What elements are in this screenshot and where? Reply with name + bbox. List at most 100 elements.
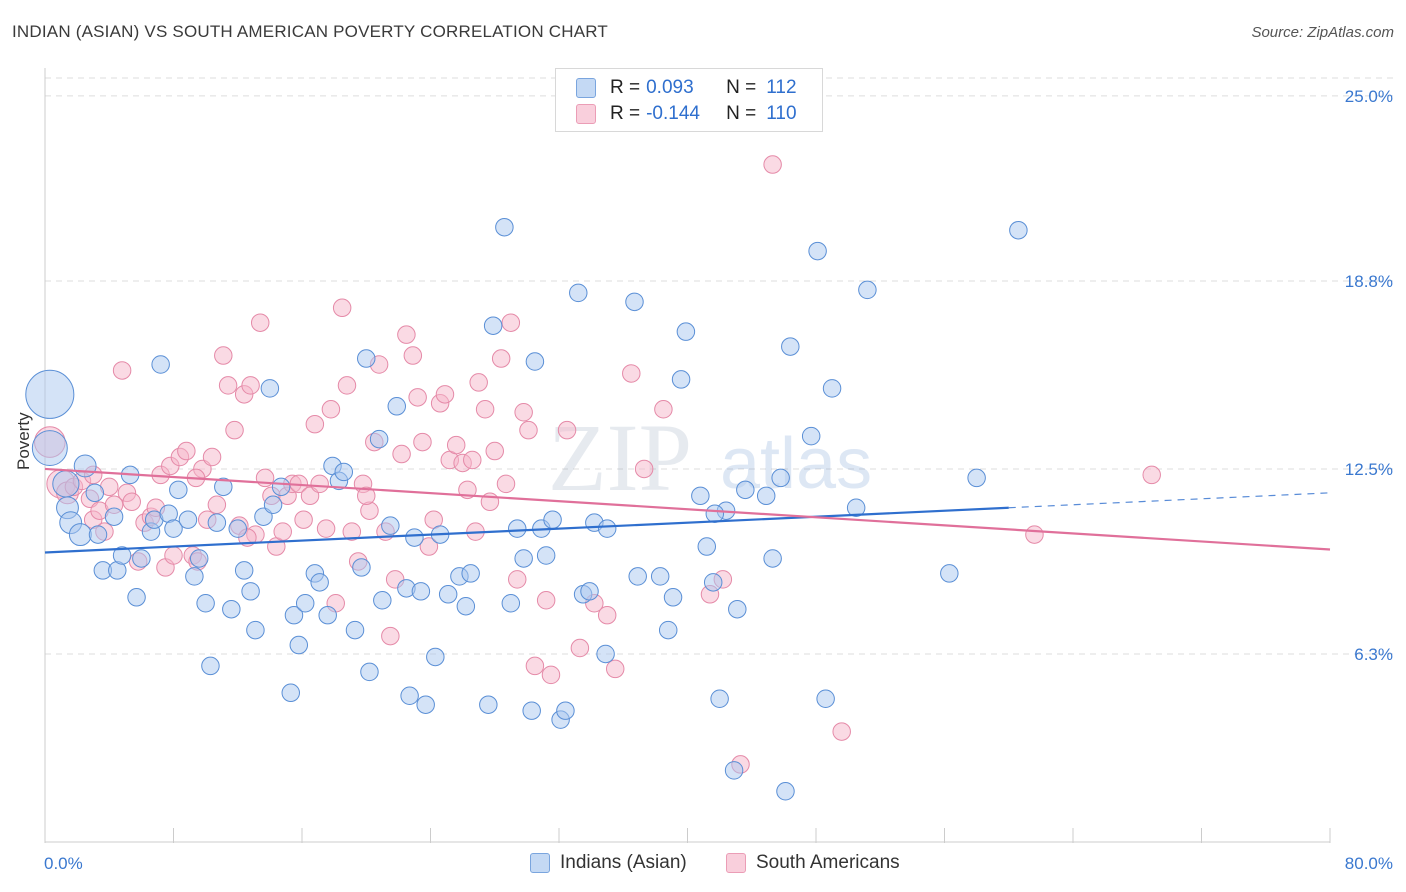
data-point-indians-asian [536, 546, 556, 565]
data-point-indians-asian [676, 322, 696, 341]
data-point-indians-asian [597, 519, 617, 538]
data-point-indians-asian [357, 349, 376, 368]
data-point-indians-asian [281, 683, 300, 703]
data-point-south-americans [514, 403, 533, 422]
data-point-indians-asian [658, 620, 678, 640]
data-point-indians-asian [822, 379, 842, 398]
data-point-south-americans [419, 537, 439, 556]
data-point-indians-asian [1009, 220, 1028, 240]
data-point-south-americans [469, 373, 488, 392]
data-point-indians-asian [169, 480, 188, 500]
data-point-indians-asian [334, 462, 354, 482]
data-point-indians-asian [360, 662, 379, 682]
data-point-indians-asian [483, 316, 503, 335]
data-point-indians-asian [543, 510, 562, 529]
data-point-indians-asian [289, 635, 309, 655]
data-point-indians-asian [628, 567, 647, 586]
data-point-indians-asian [222, 599, 241, 619]
data-point-indians-asian [776, 782, 795, 801]
data-point-indians-asian [260, 379, 280, 398]
data-point-south-americans [597, 605, 617, 625]
data-point-south-americans [112, 361, 132, 380]
data-point-indians-asian [736, 480, 755, 500]
x-tick-label: 80.0% [1345, 854, 1393, 873]
data-point-south-americans [218, 376, 238, 395]
data-point-indians-asian [940, 564, 959, 583]
data-point-south-americans [446, 435, 466, 455]
data-point-indians-asian [495, 217, 514, 237]
data-point-indians-asian [345, 620, 365, 640]
correlation-legend: R = 0.093 N = 112 R = -0.144 N = 110 [555, 68, 823, 132]
legend-n-label: N = [726, 103, 757, 124]
data-point-indians-asian [196, 594, 215, 613]
data-point-south-americans [316, 519, 336, 538]
y-tick-label: 25.0% [1345, 87, 1393, 106]
data-point-indians-asian [507, 519, 527, 538]
data-point-indians-asian [556, 701, 575, 720]
data-point-south-americans [342, 522, 362, 541]
data-point-indians-asian [387, 397, 407, 416]
legend-r-value: 0.093 [646, 77, 694, 98]
data-point-south-americans [273, 522, 292, 541]
data-point-indians-asian [728, 599, 747, 619]
data-point-indians-asian [369, 429, 389, 449]
data-point-indians-asian [858, 280, 877, 300]
data-point-south-americans [241, 376, 260, 395]
data-point-south-americans [654, 400, 673, 419]
data-point-indians-asian [201, 656, 220, 676]
data-point-indians-asian [189, 549, 209, 568]
data-point-south-americans [360, 501, 379, 520]
data-point-south-americans [634, 459, 654, 479]
legend-row-indians: R = 0.093 N = 112 [576, 76, 797, 100]
x-tick-label: 0.0% [44, 854, 83, 873]
y-tick-label: 12.5% [1345, 460, 1393, 479]
data-point-south-americans [1142, 465, 1161, 485]
data-point-indians-asian [234, 561, 254, 580]
legend-r-value: -0.144 [646, 103, 700, 124]
data-point-indians-asian [284, 605, 304, 625]
data-point-south-americans [397, 325, 416, 344]
series-legend: Indians (Asian) South Americans [0, 852, 1406, 878]
data-point-south-americans [310, 474, 329, 494]
data-point-south-americans [177, 441, 196, 461]
trend-lines [44, 467, 1331, 554]
tick-labels: 6.3% 12.5% 18.8% 25.0% 0.0% 80.0% [44, 87, 1393, 873]
data-point-south-americans [202, 447, 222, 467]
data-point-south-americans [207, 495, 227, 515]
data-point-south-americans [435, 385, 455, 404]
data-point-indians-asian [164, 519, 183, 538]
data-point-indians-asian [569, 283, 588, 303]
data-point-indians-asian [112, 546, 132, 565]
data-point-south-americans [305, 414, 325, 434]
data-point-south-americans [557, 420, 577, 440]
data-point-south-americans [463, 450, 482, 470]
watermark: ZIP atlas [548, 404, 872, 511]
data-point-indians-asian [691, 486, 710, 506]
data-point-south-americans [403, 346, 423, 365]
data-point-indians-asian [416, 695, 435, 714]
data-point-indians-asian [650, 567, 670, 586]
data-point-south-americans [541, 665, 561, 685]
data-point-south-americans [475, 400, 495, 419]
data-point-indians-asian [352, 558, 371, 577]
data-point-south-americans [332, 298, 352, 318]
data-point-south-americans [250, 313, 270, 332]
legend-swatch-pink [726, 853, 746, 873]
data-point-indians-asian [580, 582, 599, 601]
data-point-indians-asian [514, 549, 533, 568]
data-point-indians-asian [25, 369, 75, 419]
data-point-indians-asian [438, 585, 458, 604]
legend-label-indians: Indians (Asian) [560, 852, 687, 873]
data-point-indians-asian [808, 241, 827, 261]
data-point-indians-asian [846, 498, 866, 517]
data-point-south-americans [501, 313, 521, 332]
chart-title: INDIAN (ASIAN) VS SOUTH AMERICAN POVERTY… [12, 22, 608, 41]
legend-swatch-blue [530, 853, 550, 873]
data-point-indians-asian [104, 507, 124, 526]
data-point-indians-asian [31, 430, 68, 467]
data-point-south-americans [570, 638, 590, 658]
data-point-indians-asian [207, 513, 227, 532]
data-point-south-americans [392, 444, 411, 464]
data-point-indians-asian [522, 701, 541, 720]
data-point-indians-asian [426, 647, 445, 667]
